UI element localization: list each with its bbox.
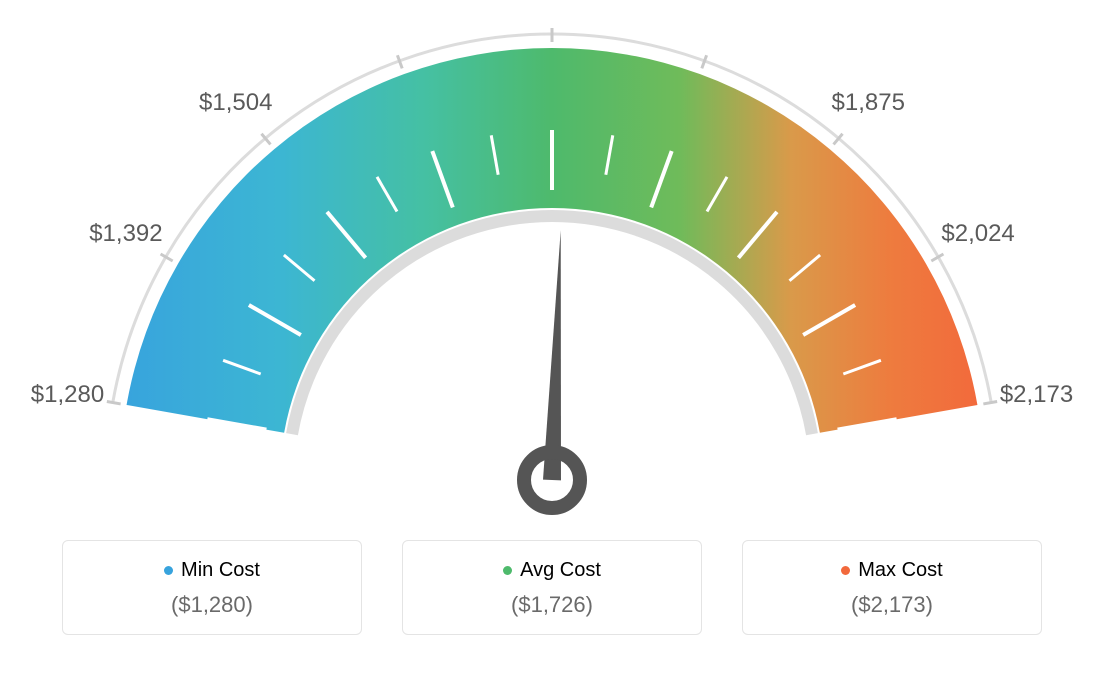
dot-avg <box>503 566 512 575</box>
gauge-container: $1,280 $1,392 $1,504 $1,726 $1,875 $2,024 $2,1… <box>0 0 1104 530</box>
legend-row: Min Cost ($1,280) Avg Cost ($1,726) Max … <box>0 540 1104 635</box>
gauge-svg <box>0 0 1104 530</box>
gauge-tick-label: $1,504 <box>199 89 272 117</box>
gauge-tick-label: $1,726 <box>515 0 588 2</box>
legend-card-max: Max Cost ($2,173) <box>742 540 1042 635</box>
legend-card-min: Min Cost ($1,280) <box>62 540 362 635</box>
dot-min <box>164 566 173 575</box>
legend-card-avg: Avg Cost ($1,726) <box>402 540 702 635</box>
legend-title-avg: Avg Cost <box>503 559 601 582</box>
dot-max <box>841 566 850 575</box>
gauge-tick-label: $2,173 <box>1000 381 1073 409</box>
gauge-tick-label: $1,875 <box>832 89 905 117</box>
gauge-tick-label: $1,280 <box>31 381 104 409</box>
gauge-tick-label: $2,024 <box>941 220 1014 248</box>
gauge-tick-label: $1,392 <box>89 220 162 248</box>
legend-label-max: Max Cost <box>858 559 942 582</box>
legend-value-min: ($1,280) <box>73 592 351 618</box>
legend-value-avg: ($1,726) <box>413 592 691 618</box>
legend-title-min: Min Cost <box>164 559 260 582</box>
legend-label-min: Min Cost <box>181 559 260 582</box>
legend-value-max: ($2,173) <box>753 592 1031 618</box>
legend-label-avg: Avg Cost <box>520 559 601 582</box>
legend-title-max: Max Cost <box>841 559 942 582</box>
